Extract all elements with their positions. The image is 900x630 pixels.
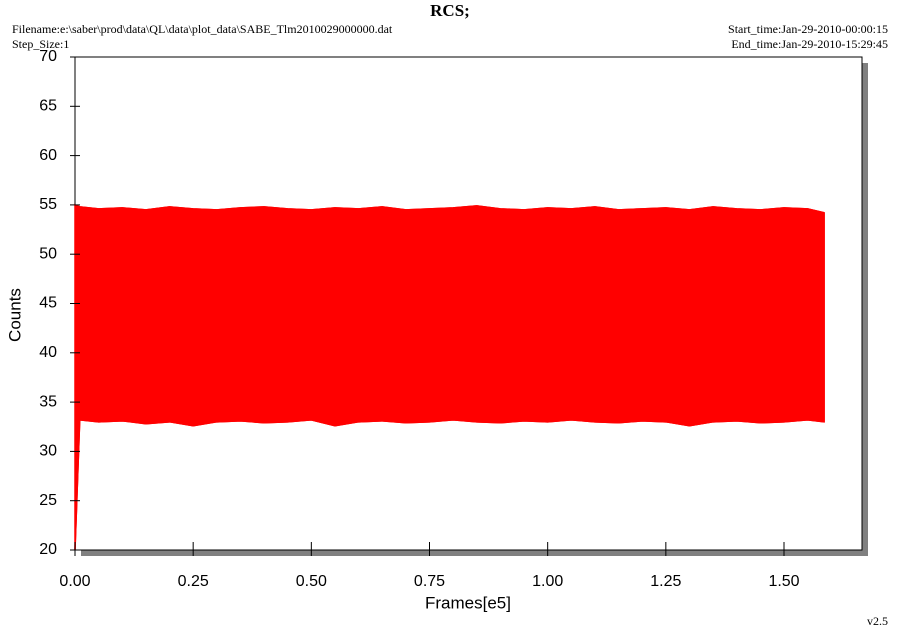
upper-line xyxy=(74,204,825,214)
start-time: Start_time:Jan-29-2010-00:00:15 xyxy=(728,22,888,36)
x-tick-label: 0.75 xyxy=(414,573,445,590)
y-tick-label: 35 xyxy=(39,393,57,410)
y-tick-label: 70 xyxy=(39,48,57,65)
x-tick-label: 0.50 xyxy=(296,573,327,590)
lower-line xyxy=(74,419,825,551)
end-time: End_time:Jan-29-2010-15:29:45 xyxy=(731,37,888,51)
x-tick-label: 1.00 xyxy=(532,573,563,590)
y-tick-label: 55 xyxy=(39,196,57,213)
chart-title: RCS; xyxy=(430,1,470,20)
y-tick-label: 40 xyxy=(39,344,57,361)
step-size: Step_Size:1 xyxy=(12,37,69,51)
x-axis-label: Frames[e5] xyxy=(425,593,511,612)
y-tick-label: 45 xyxy=(39,295,57,312)
version: v2.5 xyxy=(867,614,888,628)
x-tick-label: 1.25 xyxy=(650,573,681,590)
x-tick-label: 1.50 xyxy=(768,573,799,590)
y-tick-label: 30 xyxy=(39,443,57,460)
x-tick-label: 0.00 xyxy=(59,573,90,590)
y-tick-label: 20 xyxy=(39,541,57,558)
y-tick-label: 60 xyxy=(39,147,57,164)
y-axis-label: Counts xyxy=(5,288,24,342)
x-tick-label: 0.25 xyxy=(178,573,209,590)
y-tick-label: 50 xyxy=(39,245,57,262)
y-tick-label: 65 xyxy=(39,98,57,115)
filename: Filename:e:\saber\prod\data\QL\data\plot… xyxy=(12,22,393,36)
y-tick-label: 25 xyxy=(39,492,57,509)
